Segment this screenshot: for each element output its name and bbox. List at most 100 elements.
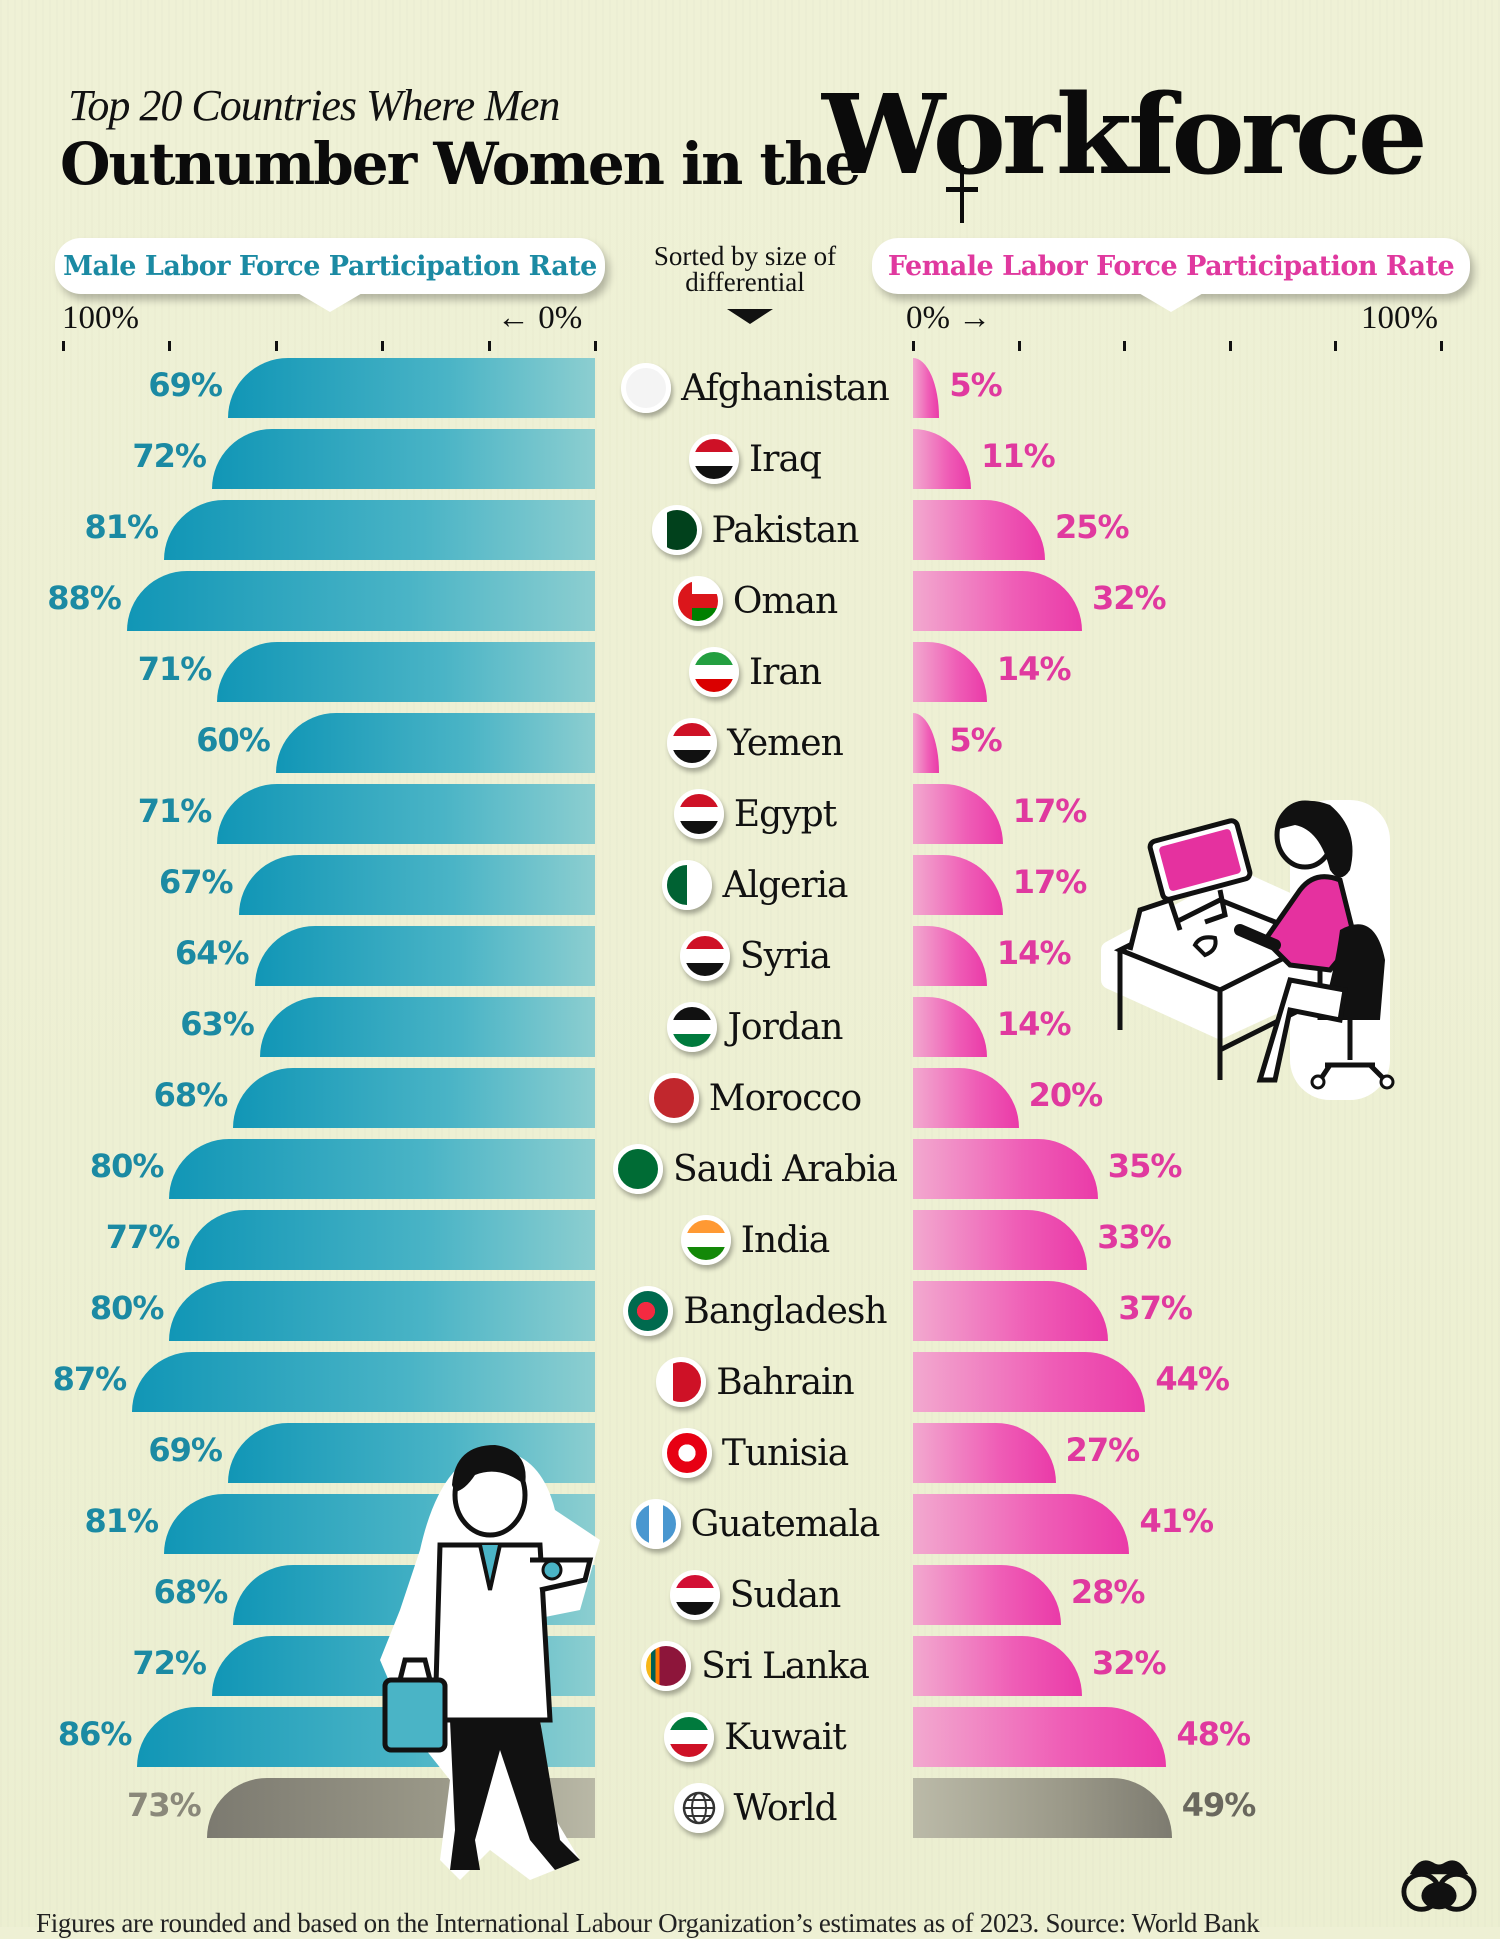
male-value-label: 77%: [105, 1218, 181, 1256]
chart-row: 72% Sri Lanka 32%: [0, 1636, 1500, 1696]
female-value-label: 14%: [996, 650, 1072, 688]
country-name: Sri Lanka: [701, 1645, 870, 1687]
country-label: Egypt: [605, 784, 905, 844]
country-label: Iraq: [605, 429, 905, 489]
male-value-label: 69%: [148, 1431, 223, 1469]
male-bar: [254, 926, 595, 986]
country-label: Sri Lanka: [605, 1636, 905, 1696]
male-value-label: 68%: [153, 1076, 229, 1114]
female-bar: [913, 1281, 1109, 1341]
female-axis-tick: [1228, 341, 1232, 351]
female-value-label: 11%: [981, 437, 1056, 475]
country-name: Algeria: [722, 864, 848, 906]
globe-icon: [673, 1783, 724, 1833]
chart-row: 80% Bangladesh 37%: [0, 1281, 1500, 1341]
egypt-flag: [673, 789, 724, 839]
male-value-label: 72%: [132, 437, 207, 475]
afghanistan-flag: [621, 363, 672, 413]
chart-row: 88% Oman 32%: [0, 571, 1500, 631]
country-name: India: [740, 1219, 830, 1261]
female-axis-0-label: 0% →: [906, 300, 992, 336]
pakistan-flag: [651, 505, 702, 555]
female-axis-tick: [1440, 341, 1443, 351]
country-name: Bangladesh: [683, 1290, 887, 1332]
female-value-label: 20%: [1028, 1076, 1104, 1114]
male-value-label: 80%: [89, 1147, 165, 1185]
male-bar: [259, 997, 595, 1057]
country-name: Bahrain: [716, 1361, 854, 1403]
chart-row: 72% Iraq 11%: [0, 429, 1500, 489]
female-axis-tick: [912, 341, 915, 351]
chart-row: 80% Saudi Arabia 35%: [0, 1139, 1500, 1199]
female-bar: [913, 784, 1003, 844]
chart-row: 71% Egypt 17%: [0, 784, 1500, 844]
country-name: Syria: [739, 935, 831, 977]
country-label: Kuwait: [605, 1707, 905, 1767]
country-label: Yemen: [605, 713, 905, 773]
female-axis-tick: [1017, 341, 1021, 351]
chart-row: 64% Syria 14%: [0, 926, 1500, 986]
chart-row: 73% World 49%: [0, 1778, 1500, 1838]
chart-row: 69% Tunisia 27%: [0, 1423, 1500, 1483]
chart-row: 81% Guatemala 41%: [0, 1494, 1500, 1554]
female-value-label: 28%: [1070, 1573, 1146, 1611]
female-value-label: 5%: [949, 366, 1002, 404]
chart-title: Outnumber Women in the: [60, 130, 861, 198]
female-bar: [913, 571, 1082, 631]
chart-row: 68% Morocco 20%: [0, 1068, 1500, 1128]
female-bar: [913, 1210, 1088, 1270]
male-value-label: 68%: [153, 1573, 229, 1611]
female-axis-tick: [1334, 341, 1338, 351]
female-value-label: 48%: [1176, 1715, 1251, 1753]
male-axis-tick: [487, 341, 491, 351]
saudi-arabia-flag: [612, 1144, 663, 1194]
country-label: Bangladesh: [605, 1281, 905, 1341]
bahrain-flag: [656, 1357, 707, 1407]
chart-row: 67% Algeria 17%: [0, 855, 1500, 915]
country-name: Iraq: [749, 438, 822, 480]
male-axis-100-label: 100%: [62, 300, 139, 336]
country-name: Iran: [748, 651, 822, 693]
chart-row: 68% Sudan 28%: [0, 1565, 1500, 1625]
female-value-label: 32%: [1091, 1644, 1167, 1682]
male-bar: [132, 1352, 595, 1412]
male-value-label: 81%: [84, 1502, 160, 1540]
female-value-label: 14%: [996, 1005, 1072, 1043]
female-bar: [913, 1139, 1098, 1199]
male-value-label: 64%: [174, 934, 250, 972]
female-bar: [913, 429, 972, 489]
country-label: Sudan: [605, 1565, 905, 1625]
male-value-label: 72%: [132, 1644, 207, 1682]
venus-symbol-icon: [946, 165, 978, 223]
country-name: Saudi Arabia: [672, 1148, 898, 1190]
female-bar: [913, 1068, 1019, 1128]
country-label: India: [605, 1210, 905, 1270]
kuwait-flag: [664, 1712, 715, 1762]
female-value-label: 14%: [996, 934, 1072, 972]
sri-lanka-flag: [641, 1641, 692, 1691]
country-label: Bahrain: [605, 1352, 905, 1412]
country-name: World: [733, 1787, 838, 1829]
male-bar: [217, 784, 595, 844]
footnote-source: Figures are rounded and based on the Int…: [36, 1908, 1260, 1938]
down-triangle-icon: [727, 309, 773, 324]
female-value-label: 49%: [1181, 1786, 1257, 1824]
businessman-illustration: [380, 1445, 600, 1880]
india-flag: [680, 1215, 731, 1265]
male-value-label: 71%: [137, 792, 213, 830]
sort-note: Sorted by size of differential: [653, 241, 837, 297]
male-bar: [211, 429, 595, 489]
male-value-label: 71%: [137, 650, 213, 688]
country-name: Afghanistan: [681, 367, 890, 409]
syria-flag: [679, 931, 730, 981]
country-label: Pakistan: [605, 500, 905, 560]
chart-row: 81% Pakistan 25%: [0, 500, 1500, 560]
country-label: Iran: [605, 642, 905, 702]
chart-row: 77% India 33%: [0, 1210, 1500, 1270]
country-label: Morocco: [605, 1068, 905, 1128]
sudan-flag: [669, 1570, 720, 1620]
country-name: Guatemala: [690, 1503, 881, 1545]
female-value-label: 17%: [1012, 792, 1088, 830]
country-name: Pakistan: [711, 509, 860, 551]
male-legend-label: Male Labor Force Participation Rate: [55, 238, 605, 294]
